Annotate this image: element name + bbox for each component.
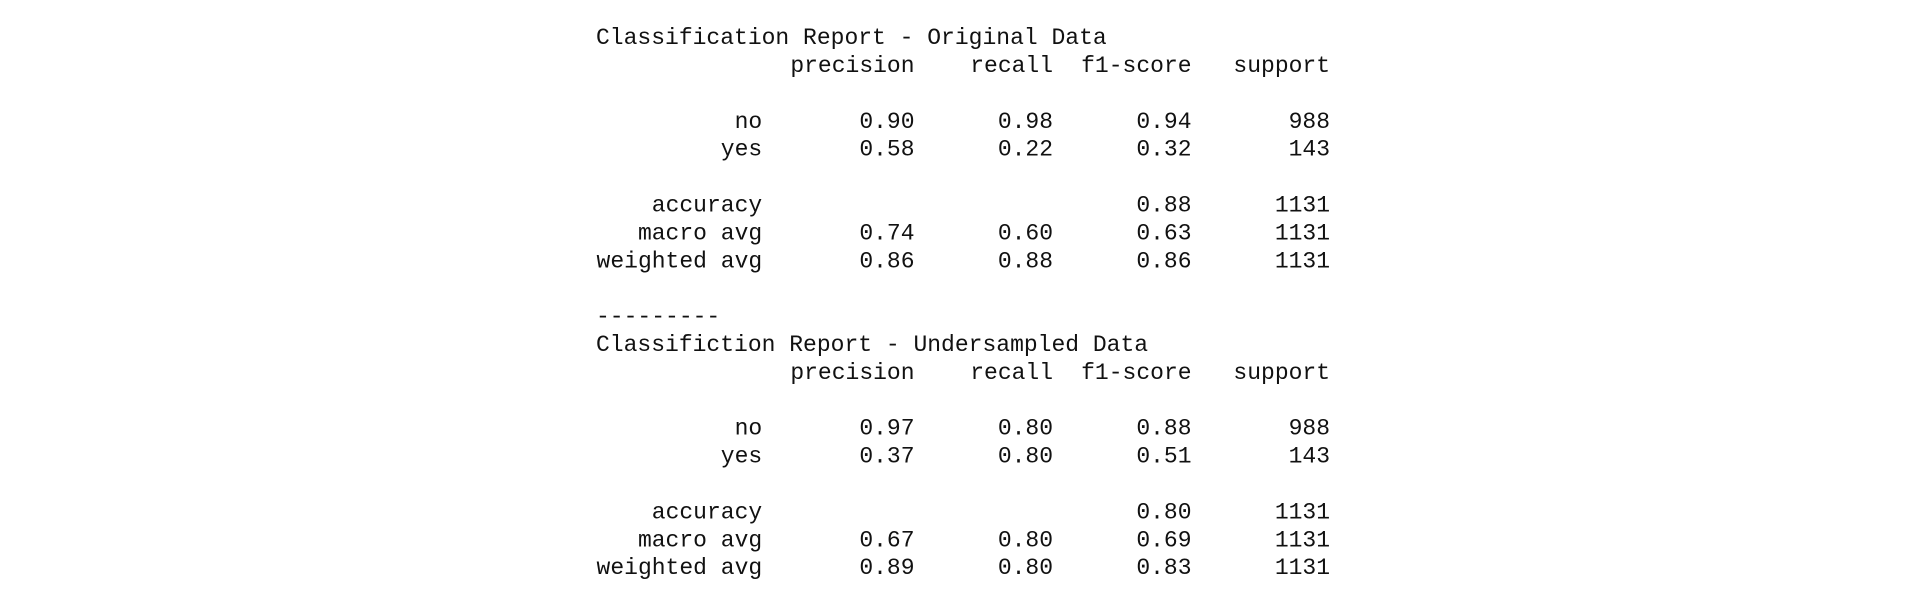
cell: 0.69 — [1136, 527, 1191, 553]
cell: 1131 — [1275, 499, 1330, 525]
cell: 0.86 — [859, 248, 914, 274]
cell: 0.86 — [1136, 248, 1191, 274]
cell: 143 — [1289, 444, 1330, 470]
cell: 0.94 — [1136, 109, 1191, 135]
column-header: f1-score — [1081, 360, 1191, 386]
column-header: recall — [970, 360, 1053, 386]
column-header: precision — [790, 53, 914, 79]
separator: --------- — [596, 304, 720, 330]
row-label: weighted avg — [597, 555, 763, 581]
cell: 0.83 — [1136, 555, 1191, 581]
cell: 0.58 — [859, 137, 914, 163]
cell: 0.80 — [1136, 499, 1191, 525]
column-header: support — [1233, 53, 1330, 79]
row-label: accuracy — [652, 499, 763, 525]
row-label: yes — [721, 137, 762, 163]
cell: 1131 — [1275, 220, 1330, 246]
cell: 1131 — [1275, 248, 1330, 274]
cell: 0.37 — [859, 444, 914, 470]
row-label: macro avg — [638, 527, 762, 553]
cell: 0.88 — [998, 248, 1053, 274]
row-label: weighted avg — [597, 248, 763, 274]
cell: 0.22 — [998, 137, 1053, 163]
cell: 1131 — [1275, 527, 1330, 553]
cell: 0.98 — [998, 109, 1053, 135]
column-header: support — [1233, 360, 1330, 386]
cell: 0.80 — [998, 444, 1053, 470]
column-header: precision — [790, 360, 914, 386]
report-title: Classification Report - Original Data — [596, 25, 1107, 51]
row-label: no — [735, 416, 763, 442]
report-title: Classifiction Report - Undersampled Data — [596, 332, 1148, 358]
cell: 143 — [1289, 137, 1330, 163]
cell: 988 — [1289, 109, 1330, 135]
cell: 0.80 — [998, 555, 1053, 581]
cell: 0.67 — [859, 527, 914, 553]
cell: 0.74 — [859, 220, 914, 246]
cell: 0.90 — [859, 109, 914, 135]
cell: 0.80 — [998, 416, 1053, 442]
cell: 0.97 — [859, 416, 914, 442]
row-label: no — [735, 109, 763, 135]
cell: 0.32 — [1136, 137, 1191, 163]
cell: 0.89 — [859, 555, 914, 581]
cell: 0.80 — [998, 527, 1053, 553]
column-header: recall — [970, 53, 1053, 79]
row-label: macro avg — [638, 220, 762, 246]
row-label: accuracy — [652, 192, 763, 218]
cell: 0.88 — [1136, 192, 1191, 218]
cell: 1131 — [1275, 192, 1330, 218]
cell: 0.63 — [1136, 220, 1191, 246]
column-header: f1-score — [1081, 53, 1191, 79]
row-label: yes — [721, 444, 762, 470]
cell: 988 — [1289, 416, 1330, 442]
cell: 1131 — [1275, 555, 1330, 581]
cell: 0.88 — [1136, 416, 1191, 442]
cell: 0.60 — [998, 220, 1053, 246]
cell: 0.51 — [1136, 444, 1191, 470]
